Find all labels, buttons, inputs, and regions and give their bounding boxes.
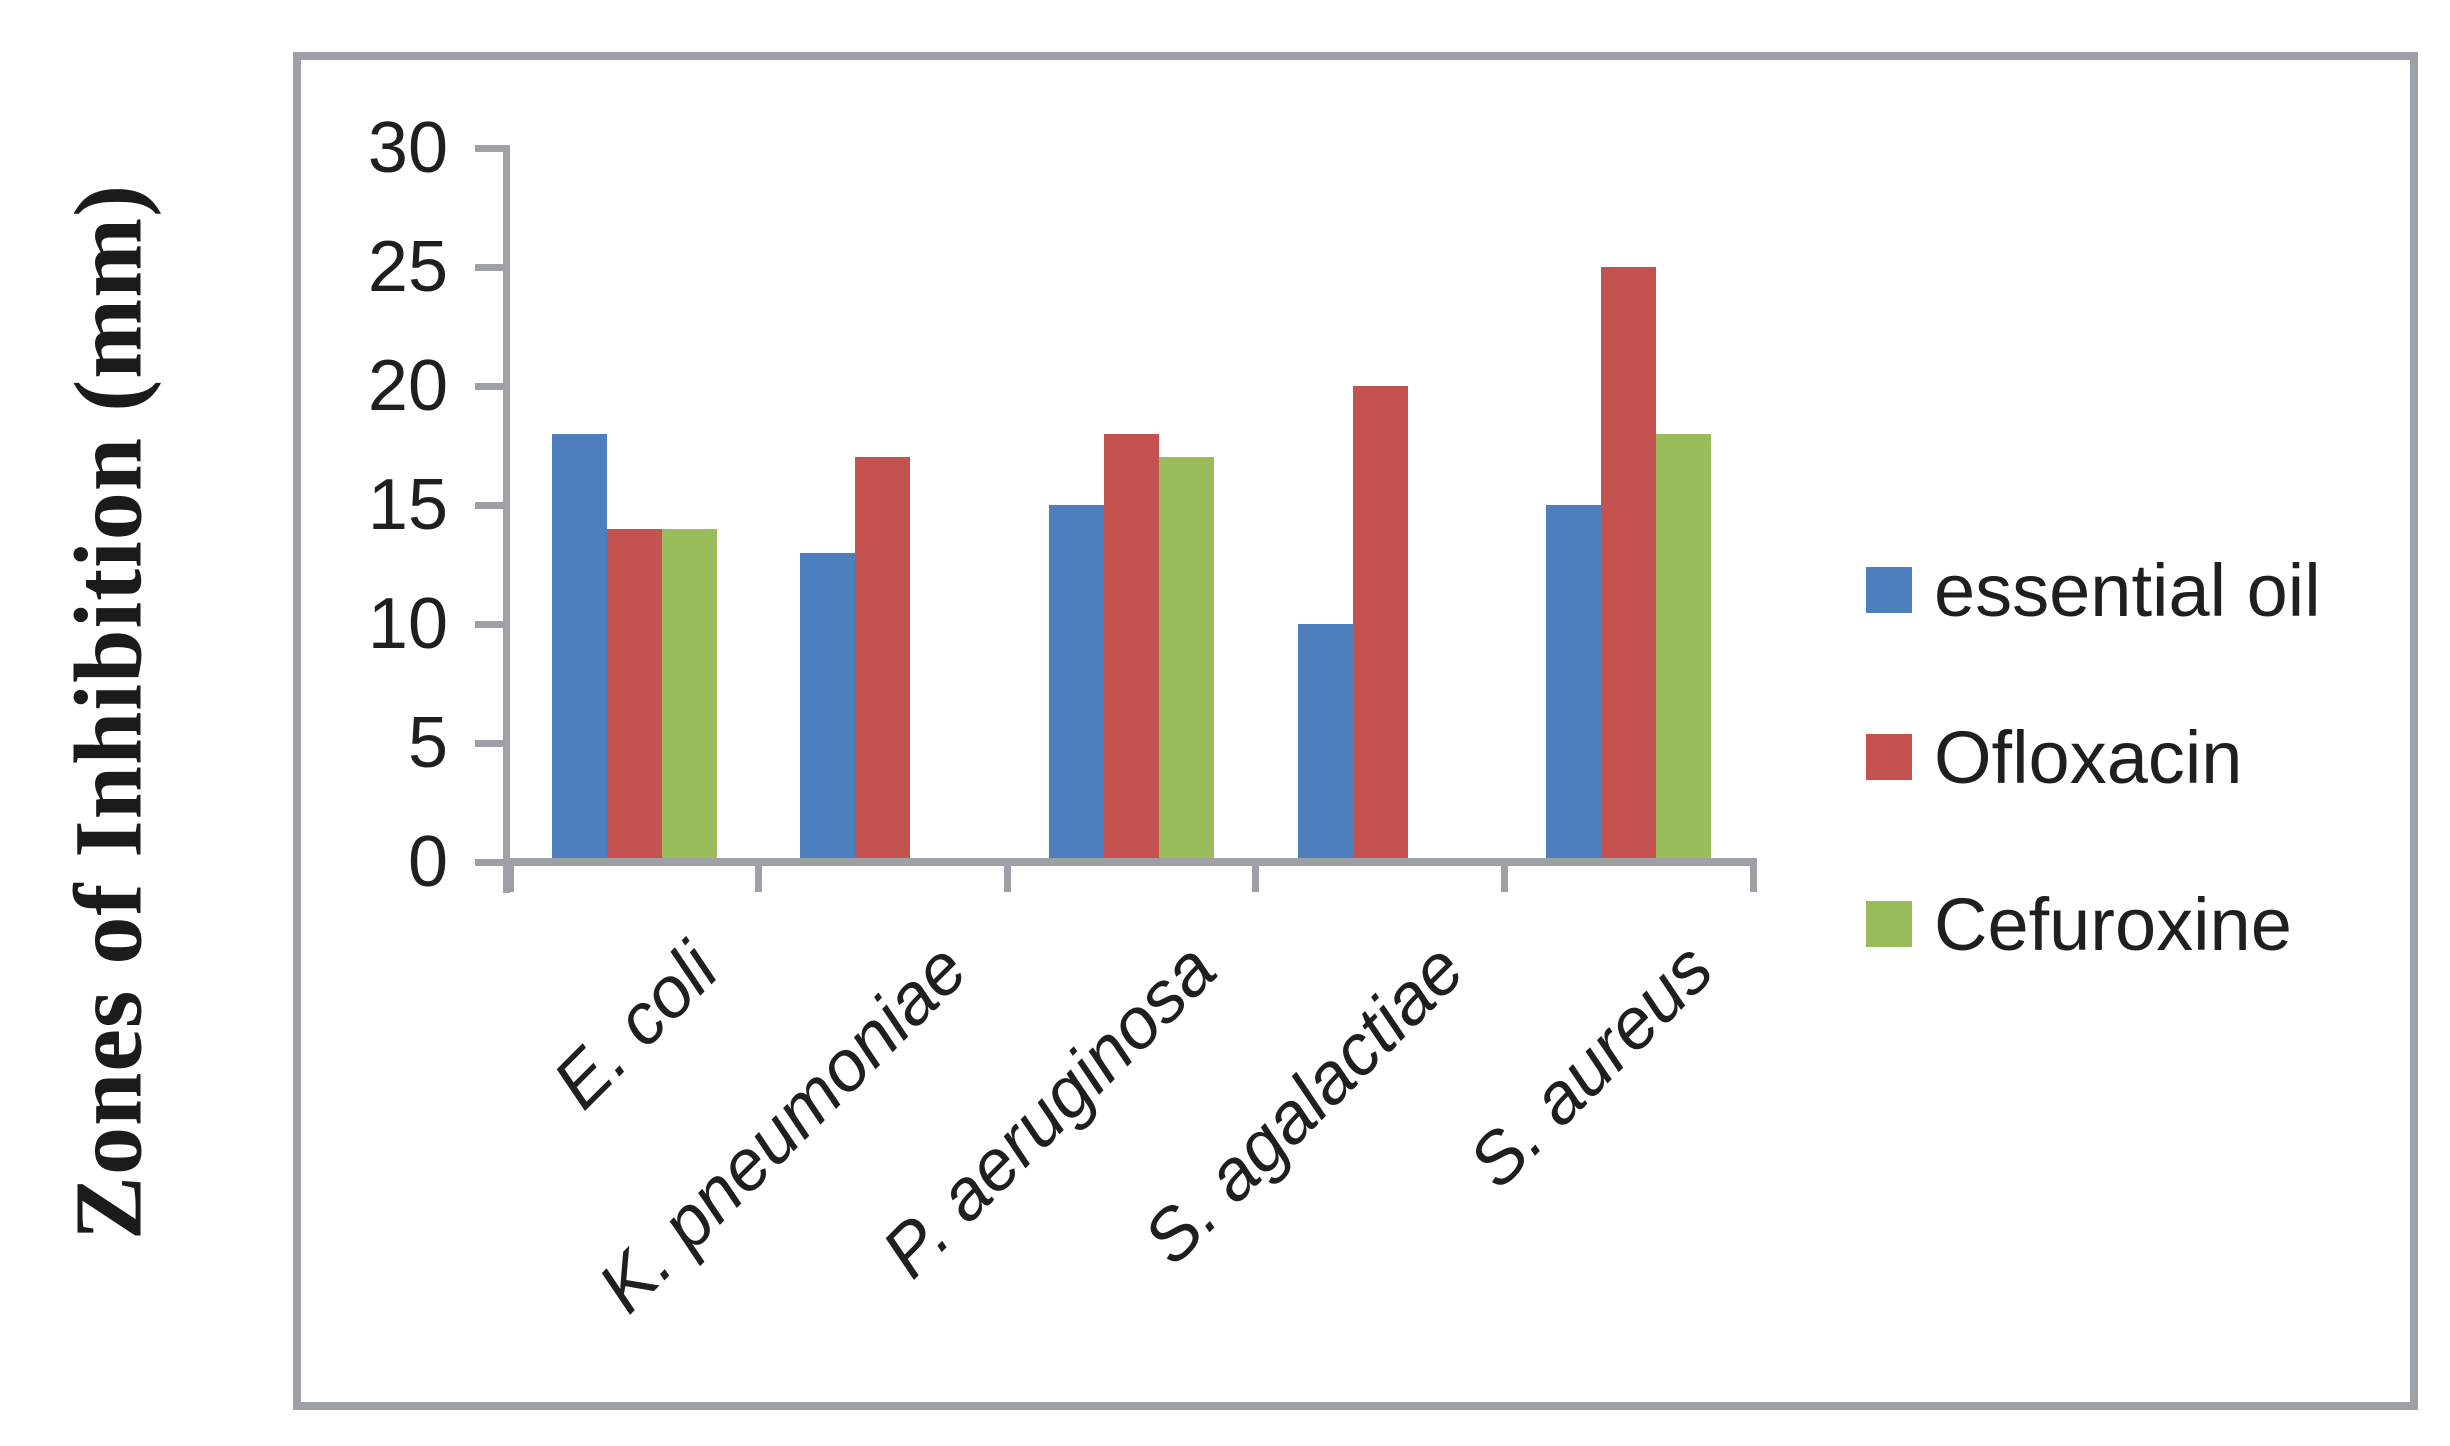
- legend-swatch-icon: [1866, 734, 1912, 780]
- y-axis-tick: [475, 620, 503, 628]
- y-axis-tick: [475, 501, 503, 509]
- legend-item: essential oil: [1866, 548, 2321, 632]
- bar-cefuroxine: [1656, 433, 1712, 858]
- bar-ofloxacin: [1104, 433, 1159, 858]
- y-axis-tick-label: 15: [367, 465, 448, 545]
- x-axis-tick: [755, 866, 763, 892]
- x-axis-tick: [1003, 866, 1011, 892]
- legend-swatch-icon: [1866, 567, 1912, 613]
- legend-item: Ofloxacin: [1866, 715, 2242, 799]
- bar-essential-oil: [1049, 505, 1104, 858]
- bar-ofloxacin: [855, 457, 911, 858]
- y-axis-title: Zones of Inhibition (mm): [54, 183, 162, 1241]
- x-axis-tick: [1252, 866, 1260, 892]
- bar-essential-oil: [551, 433, 607, 858]
- legend-label: Ofloxacin: [1934, 715, 2243, 799]
- x-axis-tick: [506, 866, 514, 892]
- bar-ofloxacin: [606, 528, 662, 858]
- bar-ofloxacin: [1601, 267, 1657, 858]
- legend-label: Cefuroxine: [1934, 882, 2292, 966]
- y-axis-tick-label: 30: [367, 108, 448, 188]
- bar-essential-oil: [1297, 624, 1353, 858]
- bar-essential-oil: [800, 552, 856, 858]
- y-axis-tick: [475, 144, 503, 152]
- y-axis-line: [503, 145, 510, 893]
- bar-cefuroxine: [661, 528, 717, 858]
- y-axis-tick-label: 0: [407, 822, 448, 902]
- y-axis-tick-label: 20: [367, 346, 448, 426]
- y-axis-tick-label: 25: [367, 227, 448, 307]
- bar-ofloxacin: [1352, 386, 1408, 858]
- legend-swatch-icon: [1866, 901, 1912, 947]
- chart-border: [293, 52, 2418, 1410]
- y-axis-tick-label: 10: [367, 584, 448, 664]
- x-axis-tick: [1749, 866, 1757, 892]
- y-axis-tick: [475, 858, 503, 866]
- x-axis-line: [503, 858, 1757, 866]
- y-axis-tick: [475, 739, 503, 747]
- bar-essential-oil: [1546, 505, 1602, 858]
- bar-cefuroxine: [1159, 457, 1214, 858]
- y-axis-tick: [475, 263, 503, 271]
- legend-label: essential oil: [1934, 548, 2321, 632]
- y-axis-tick-label: 5: [407, 703, 448, 783]
- y-axis-tick: [475, 382, 503, 390]
- x-axis-tick: [1500, 866, 1508, 892]
- legend-item: Cefuroxine: [1866, 882, 2292, 966]
